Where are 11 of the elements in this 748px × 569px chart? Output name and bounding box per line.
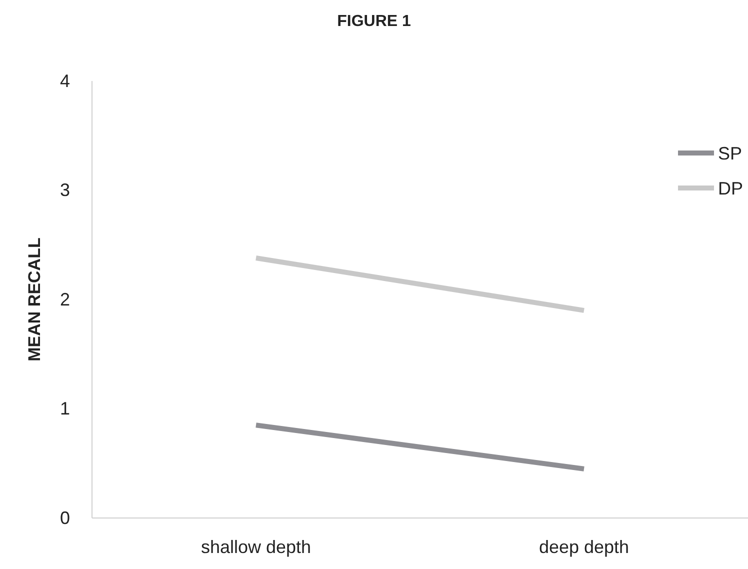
y-tick-label: 4	[60, 70, 70, 91]
x-tick-label: deep depth	[538, 536, 630, 557]
chart-title: FIGURE 1	[337, 13, 411, 30]
y-tick-label: 1	[60, 398, 70, 419]
y-tick-label: 0	[60, 508, 70, 528]
legend-label: DP	[718, 178, 744, 198]
y-tick-label: 3	[60, 180, 70, 200]
y-tick-label: 2	[60, 289, 70, 310]
legend-label: SP	[718, 143, 742, 164]
x-tick-label: shallow depth	[200, 536, 312, 557]
y-axis-title: MEAN RECALL	[25, 238, 44, 362]
